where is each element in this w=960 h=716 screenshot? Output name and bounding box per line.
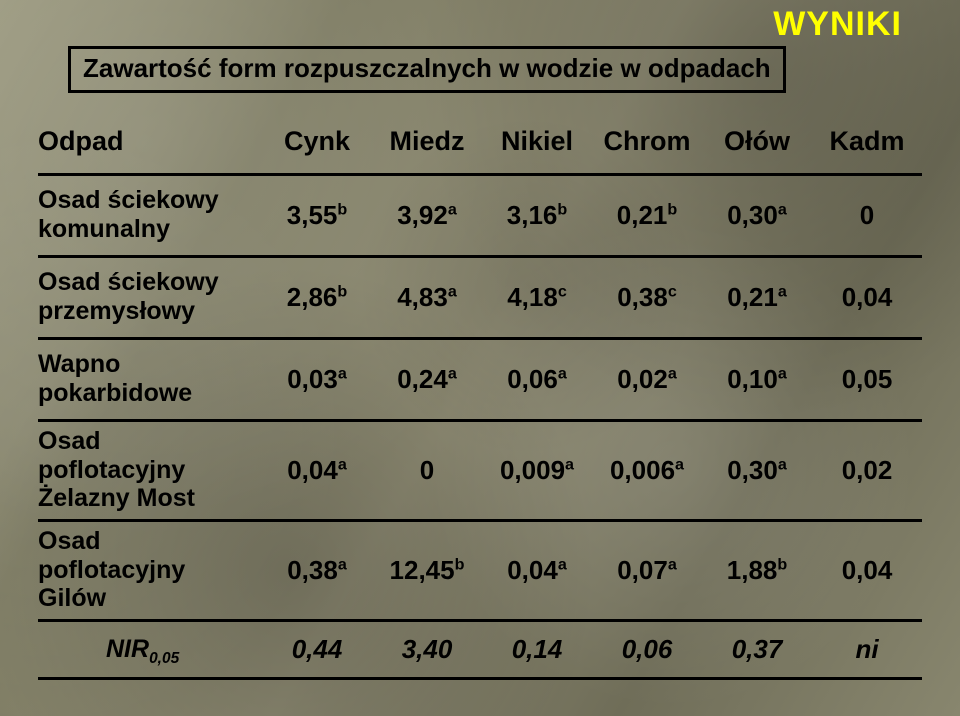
cell-value: 3,55b [287, 200, 347, 231]
table-header-row: Odpad Cynk Miedz Nikiel Chrom Ołów Kadm [38, 110, 922, 174]
cell-value: 0,10a [727, 364, 787, 395]
cell-value: 0,04 [842, 555, 893, 586]
title-box: Zawartość form rozpuszczalnych w wodzie … [68, 46, 786, 93]
cell-value: 12,45b [390, 555, 465, 586]
table-footer-row: NIR0,05 0,44 3,40 0,14 0,06 0,37 ni [38, 620, 922, 678]
row-label: OsadpoflotacyjnyŻelazny Most [38, 427, 262, 513]
table-row: Osad ściekowyprzemysłowy 2,86b 4,83a 4,18c 0… [38, 256, 922, 338]
page-title: Zawartość form rozpuszczalnych w wodzie … [83, 53, 771, 84]
footer-label: NIR0,05 [38, 635, 179, 664]
cell-value: 0,38c [617, 282, 677, 313]
cell-value: 0,24a [397, 364, 457, 395]
cell-value: 0,04 [842, 282, 893, 313]
cell-value: 0,03a [287, 364, 347, 395]
col-header: Nikiel [501, 126, 573, 156]
cell-value: 0,38a [287, 555, 347, 586]
footer-value: ni [855, 634, 878, 665]
cell-value: 0 [420, 455, 434, 486]
cell-value: 0,21b [617, 200, 677, 231]
cell-value: 4,83a [397, 282, 457, 313]
cell-value: 3,16b [507, 200, 567, 231]
data-table: Odpad Cynk Miedz Nikiel Chrom Ołów Kadm … [38, 110, 922, 680]
cell-value: 0,05 [842, 364, 893, 395]
cell-value: 0,009a [500, 455, 574, 486]
table-row: OsadpoflotacyjnyŻelazny Most 0,04a 0 0,009a… [38, 420, 922, 520]
cell-value: 0,02a [617, 364, 677, 395]
cell-value: 0,06a [507, 364, 567, 395]
cell-value: 3,92a [397, 200, 457, 231]
col-header: Chrom [604, 126, 691, 156]
row-label: OsadpoflotacyjnyGilów [38, 527, 262, 613]
footer-value: 3,40 [402, 634, 453, 665]
results-badge: WYNIKI [773, 5, 902, 44]
table-row: OsadpoflotacyjnyGilów 0,38a 12,45b 0,04a 0,0… [38, 520, 922, 620]
col-header: Cynk [284, 126, 350, 156]
footer-value: 0,44 [292, 634, 343, 665]
footer-value: 0,06 [622, 634, 673, 665]
col-header: Miedz [389, 126, 464, 156]
row-label: Osad ściekowyprzemysłowy [38, 268, 262, 326]
footer-value: 0,37 [732, 634, 783, 665]
cell-value: 0,21a [727, 282, 787, 313]
cell-value: 0,006a [610, 455, 684, 486]
col-header: Odpad [38, 126, 124, 156]
cell-value: 0,30a [727, 200, 787, 231]
cell-value: 1,88b [727, 555, 787, 586]
cell-value: 0,04a [287, 455, 347, 486]
col-header: Ołów [724, 126, 790, 156]
table-row: Osad ściekowykomunalny 3,55b 3,92a 3,16b 0,2… [38, 174, 922, 256]
cell-value: 4,18c [507, 282, 567, 313]
cell-value: 2,86b [287, 282, 347, 313]
footer-value: 0,14 [512, 634, 563, 665]
cell-value: 0,02 [842, 455, 893, 486]
cell-value: 0,07a [617, 555, 677, 586]
row-label: Osad ściekowykomunalny [38, 186, 262, 244]
table-row: Wapnopokarbidowe 0,03a 0,24a 0,06a 0,02a 0,10… [38, 338, 922, 420]
col-header: Kadm [829, 126, 904, 156]
cell-value: 0 [860, 200, 874, 231]
cell-value: 0,30a [727, 455, 787, 486]
cell-value: 0,04a [507, 555, 567, 586]
row-label: Wapnopokarbidowe [38, 350, 262, 408]
